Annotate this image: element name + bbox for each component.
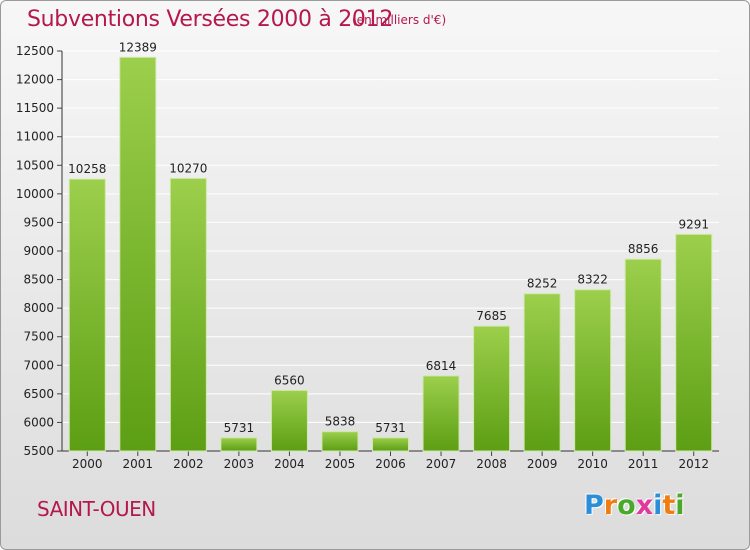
value-label: 8856 — [628, 242, 659, 256]
value-label: 5838 — [325, 415, 356, 429]
x-tick-label: 2011 — [628, 457, 659, 471]
y-tick-label: 6500 — [23, 387, 54, 401]
x-tick-label: 2008 — [476, 457, 507, 471]
value-label: 7685 — [476, 309, 507, 323]
bar-2006 — [372, 437, 409, 452]
proxiti-logo: Proxiti — [584, 490, 685, 521]
y-tick-label: 5500 — [23, 444, 54, 458]
logo-letter: t — [662, 490, 676, 521]
y-tick-label: 12500 — [16, 44, 54, 58]
chart-subtitle: (en milliers d'€) — [352, 13, 447, 27]
x-tick-label: 2012 — [678, 457, 709, 471]
gridlines — [62, 50, 719, 452]
x-tick-label: 2007 — [426, 457, 457, 471]
y-tick-label: 6000 — [23, 415, 54, 429]
x-tick-label: 2004 — [274, 457, 305, 471]
value-label: 8252 — [527, 277, 558, 291]
y-tick-label: 9000 — [23, 244, 54, 258]
x-tick-label: 2001 — [123, 457, 154, 471]
y-tick-label: 9500 — [23, 215, 54, 229]
value-label: 12389 — [119, 40, 157, 54]
bar-2010 — [574, 289, 612, 452]
value-label: 5731 — [375, 421, 406, 435]
x-tick-label: 2006 — [375, 457, 406, 471]
bar-2002 — [169, 177, 207, 452]
x-tick-label: 2010 — [577, 457, 608, 471]
y-tick-label: 7500 — [23, 330, 54, 344]
labels: 5500 6000 6500 7000 7500 8000 8500 9000 9500 1000… — [16, 40, 709, 471]
value-label: 5731 — [224, 421, 255, 435]
x-tick-label: 2002 — [173, 457, 204, 471]
value-label: 8322 — [577, 273, 608, 287]
bar-2004 — [270, 389, 308, 452]
bar-2001 — [119, 56, 157, 452]
logo-letter: r — [603, 490, 618, 521]
bars — [68, 56, 713, 452]
y-tick-label: 8000 — [23, 301, 54, 315]
y-tick-label: 10500 — [16, 158, 54, 172]
value-label: 10270 — [169, 161, 207, 175]
value-label: 9291 — [678, 217, 709, 231]
y-tick-label: 7000 — [23, 358, 54, 372]
logo-letter: o — [617, 490, 636, 521]
y-tick-label: 10000 — [16, 187, 54, 201]
y-tick-label: 8500 — [23, 273, 54, 287]
y-tick-label: 11500 — [16, 101, 54, 115]
value-label: 6814 — [426, 359, 457, 373]
x-tick-label: 2003 — [224, 457, 255, 471]
bar-2012 — [675, 233, 713, 452]
logo-letter: i — [675, 490, 685, 521]
bar-2007 — [422, 375, 460, 452]
x-tick-label: 2000 — [72, 457, 103, 471]
city-name: SAINT-OUEN — [37, 497, 156, 521]
bar-2003 — [220, 437, 258, 452]
y-tick-label: 11000 — [16, 130, 54, 144]
logo-letter: x — [635, 490, 654, 521]
chart-title: Subventions Versées 2000 à 2012 — [27, 7, 394, 32]
bar-2008 — [473, 325, 511, 452]
logo-letter: i — [653, 490, 663, 521]
bar-2000 — [68, 178, 106, 452]
x-tick-label: 2005 — [325, 457, 356, 471]
y-tick-label: 12000 — [16, 73, 54, 87]
bar-2005 — [321, 431, 359, 452]
bar-2011 — [624, 258, 662, 452]
value-label: 10258 — [68, 162, 106, 176]
value-label: 6560 — [274, 373, 305, 387]
x-tick-label: 2009 — [527, 457, 558, 471]
logo-letter: P — [584, 490, 604, 521]
bar-2009 — [523, 293, 561, 452]
